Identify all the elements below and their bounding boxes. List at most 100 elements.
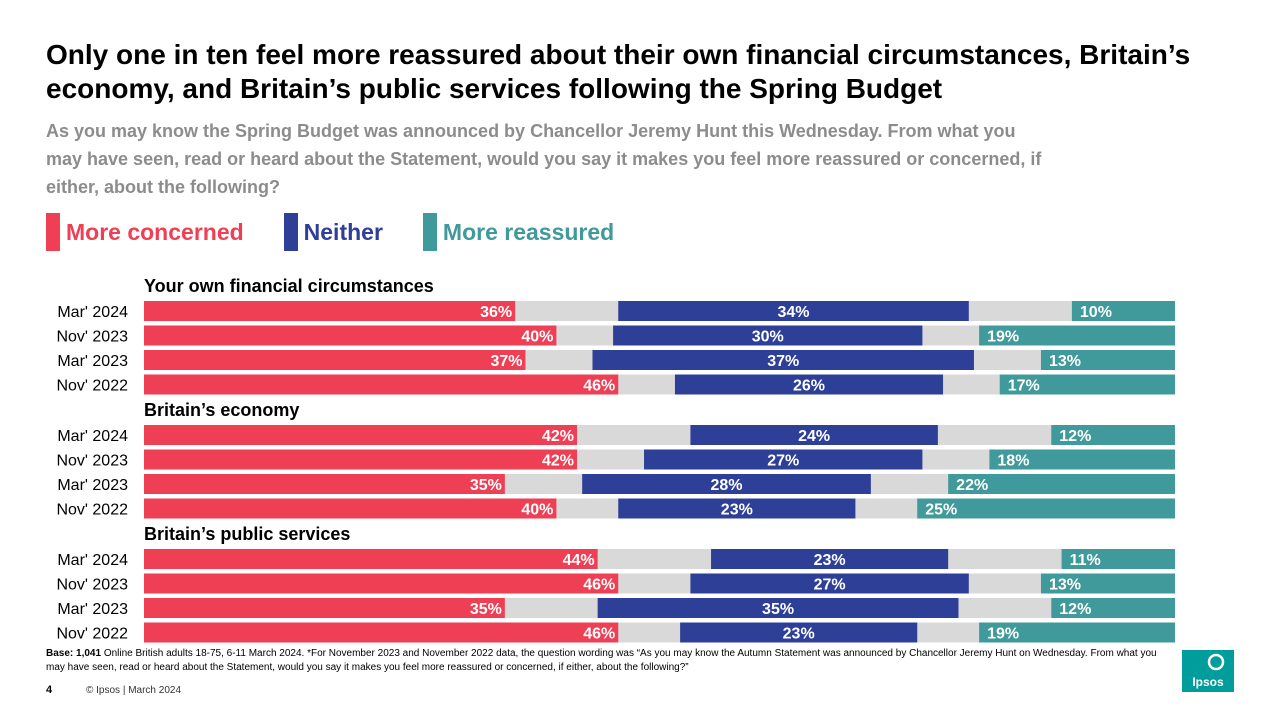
label-reassured-g1-r0: 12% — [1059, 428, 1091, 445]
bar-reassured-g0-r2 — [1040, 350, 1175, 370]
label-concerned-g1-r0: 42% — [542, 428, 574, 445]
bar-reassured-g1-r2 — [948, 474, 1175, 494]
label-neither-g0-r2: 37% — [767, 353, 799, 370]
label-reassured-g0-r3: 17% — [1008, 378, 1040, 395]
question-text: As you may know the Spring Budget was an… — [46, 121, 1042, 197]
label-concerned-g2-r1: 46% — [583, 577, 615, 594]
label-reassured-g1-r3: 25% — [925, 502, 957, 519]
bar-neither-g1-r0 — [690, 425, 938, 445]
bar-reassured-g0-r1 — [979, 325, 1175, 346]
label-neither-g1-r0: 24% — [798, 428, 830, 445]
bar-reassured-g2-r1 — [1040, 573, 1175, 594]
legend-label-neither: Neither — [303, 218, 383, 245]
label-reassured-g2-r2: 12% — [1059, 601, 1091, 618]
row-label-g1-r2: Mar' 2023 — [57, 477, 128, 494]
copyright: © Ipsos | March 2024 — [86, 685, 182, 696]
label-reassured-g0-r0: 10% — [1080, 304, 1112, 321]
label-concerned-g0-r2: 37% — [490, 353, 522, 370]
bar-concerned-g1-r3 — [144, 498, 557, 519]
legend-item-neither: Neither — [283, 213, 383, 251]
label-neither-g2-r1: 27% — [814, 577, 846, 594]
row-label-g2-r0: Mar' 2024 — [57, 552, 128, 569]
label-reassured-g1-r2: 22% — [956, 477, 988, 494]
label-concerned-g1-r1: 42% — [542, 453, 574, 470]
bar-reassured-g2-r0 — [1061, 549, 1175, 569]
label-concerned-g1-r3: 40% — [521, 502, 553, 519]
bar-neither-g0-r2 — [592, 350, 974, 370]
label-neither-g1-r3: 23% — [721, 502, 753, 519]
footnote-text: Online British adults 18-75, 6-11 March … — [46, 648, 1157, 673]
bar-concerned-g1-r2 — [144, 474, 505, 494]
label-concerned-g2-r2: 35% — [470, 601, 502, 618]
bar-neither-g1-r3 — [618, 498, 856, 519]
bar-concerned-g0-r0 — [144, 301, 516, 321]
ipsos-logo: Ipsos — [1182, 650, 1234, 692]
bar-neither-g2-r0 — [711, 549, 949, 569]
logo-text: Ipsos — [1192, 675, 1224, 689]
label-neither-g2-r2: 35% — [762, 601, 794, 618]
bar-concerned-g0-r3 — [144, 374, 619, 395]
label-concerned-g2-r3: 46% — [583, 626, 615, 643]
footnote-base: Base: 1,041 — [46, 648, 102, 659]
bar-reassured-g2-r3 — [979, 622, 1175, 643]
label-reassured-g2-r3: 19% — [987, 626, 1019, 643]
bar-neither-g0-r0 — [618, 301, 969, 321]
bar-neither-g0-r3 — [674, 374, 944, 395]
page-title: Only one in ten feel more reassured abou… — [46, 39, 1191, 104]
legend-item-concerned: More concerned — [46, 213, 244, 251]
legend-label-reassured: More reassured — [442, 218, 615, 245]
bar-reassured-g1-r1 — [989, 449, 1175, 470]
label-concerned-g0-r3: 46% — [583, 378, 615, 395]
bar-neither-g1-r1 — [644, 449, 923, 470]
label-neither-g0-r3: 26% — [793, 378, 825, 395]
label-reassured-g0-r1: 19% — [987, 329, 1019, 346]
label-neither-g2-r3: 23% — [783, 626, 815, 643]
row-label-g1-r3: Nov' 2022 — [56, 502, 128, 519]
diverging-bar-chart: Your own financial circumstances Mar' 202… — [56, 276, 1175, 643]
bar-neither-g2-r3 — [680, 622, 918, 643]
group-title-0: Your own financial circumstances — [144, 276, 434, 296]
label-reassured-g2-r0: 11% — [1070, 552, 1101, 569]
bar-concerned-g2-r1 — [144, 573, 619, 594]
row-label-g0-r2: Mar' 2023 — [57, 353, 128, 370]
row-label-g2-r1: Nov' 2023 — [56, 577, 128, 594]
bar-reassured-g0-r3 — [999, 374, 1175, 395]
legend-swatch-reassured — [422, 213, 437, 251]
bar-neither-g0-r1 — [613, 325, 923, 346]
legend-swatch-neither — [283, 213, 298, 251]
label-concerned-g1-r2: 35% — [470, 477, 502, 494]
footnote: Base: 1,041 Online British adults 18-75,… — [46, 647, 1166, 675]
row-label-g1-r1: Nov' 2023 — [56, 453, 128, 470]
bar-concerned-g2-r2 — [144, 598, 505, 618]
bar-neither-g1-r2 — [582, 474, 871, 494]
row-label-g0-r1: Nov' 2023 — [56, 329, 128, 346]
label-reassured-g2-r1: 13% — [1049, 577, 1081, 594]
bar-reassured-g0-r0 — [1071, 301, 1175, 321]
label-neither-g1-r2: 28% — [710, 477, 742, 494]
page-number: 4 — [46, 684, 53, 696]
bar-concerned-g2-r0 — [144, 549, 598, 569]
label-reassured-g1-r1: 18% — [997, 453, 1029, 470]
label-concerned-g0-r0: 36% — [480, 304, 512, 321]
bar-concerned-g1-r0 — [144, 425, 578, 445]
bar-concerned-g0-r2 — [144, 350, 526, 370]
bar-reassured-g1-r3 — [917, 498, 1175, 519]
row-label-g2-r3: Nov' 2022 — [56, 626, 128, 643]
row-label-g2-r2: Mar' 2023 — [57, 601, 128, 618]
row-label-g0-r0: Mar' 2024 — [57, 304, 128, 321]
label-neither-g0-r1: 30% — [752, 329, 784, 346]
group-title-2: Britain’s public services — [144, 524, 350, 544]
legend-item-reassured: More reassured — [422, 213, 615, 251]
label-concerned-g2-r0: 44% — [563, 552, 595, 569]
bar-neither-g2-r1 — [690, 573, 969, 594]
bar-concerned-g0-r1 — [144, 325, 557, 346]
group-title-1: Britain’s economy — [144, 400, 299, 420]
bar-reassured-g2-r2 — [1051, 598, 1175, 618]
row-label-g1-r0: Mar' 2024 — [57, 428, 128, 445]
legend-swatch-concerned — [46, 213, 60, 251]
bar-neither-g2-r2 — [597, 598, 959, 618]
label-neither-g2-r0: 23% — [814, 552, 846, 569]
bar-concerned-g2-r3 — [144, 622, 619, 643]
row-label-g0-r3: Nov' 2022 — [56, 378, 128, 395]
label-reassured-g0-r2: 13% — [1049, 353, 1081, 370]
